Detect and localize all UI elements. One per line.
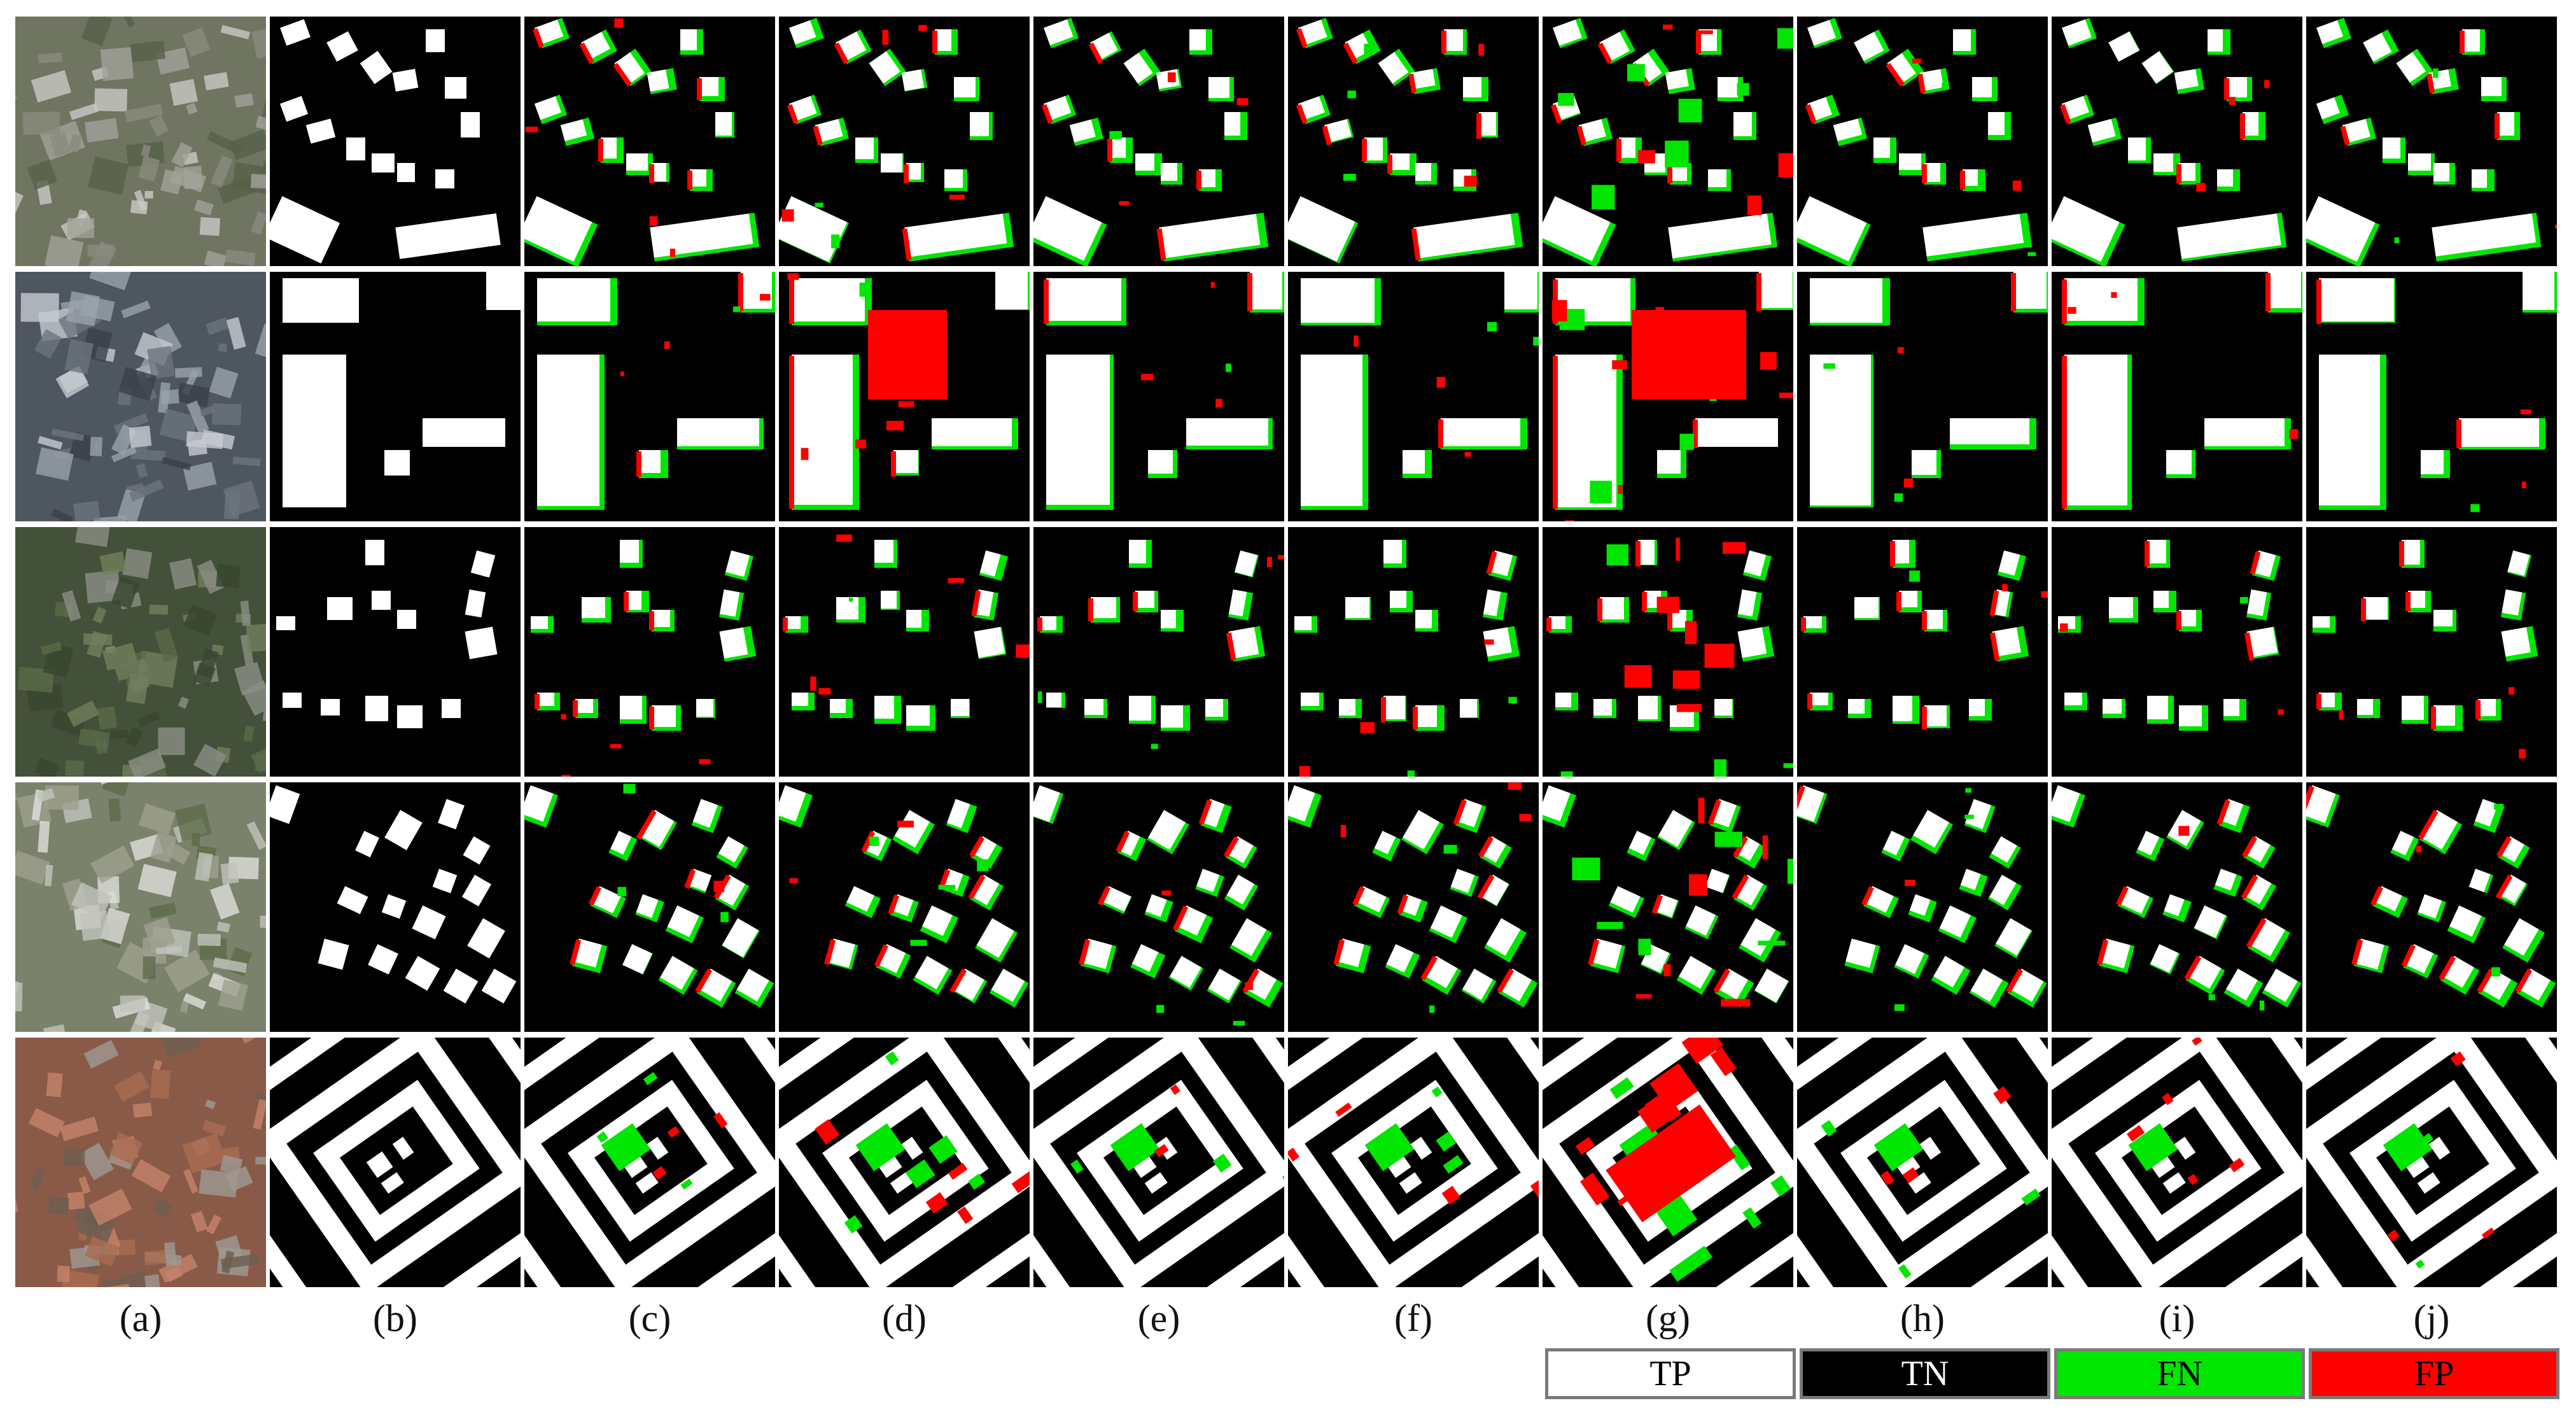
legend-fn-label: FN <box>2157 1354 2202 1393</box>
ground-truth-tile <box>270 17 521 266</box>
column-label: (g) <box>1646 1297 1690 1339</box>
prediction-tile <box>524 527 775 777</box>
prediction-tile <box>1288 272 1539 521</box>
prediction-tile <box>524 17 775 266</box>
column-label: (i) <box>2159 1297 2195 1339</box>
prediction-tile <box>779 782 1030 1032</box>
prediction-tile <box>1543 782 1793 1032</box>
prediction-tile <box>524 1038 775 1287</box>
ground-truth-tile <box>270 272 521 521</box>
prediction-tile <box>1288 17 1539 266</box>
prediction-tile <box>1797 782 2048 1032</box>
prediction-tile <box>1543 272 1793 521</box>
prediction-tile <box>1033 17 1284 266</box>
prediction-tile <box>524 782 775 1032</box>
legend: TP TN FN FP <box>1545 1348 2559 1399</box>
prediction-tile <box>2052 527 2302 777</box>
ground-truth-tile <box>270 1038 521 1287</box>
legend-tp-label: TP <box>1649 1354 1691 1393</box>
column-label: (j) <box>2413 1297 2450 1339</box>
prediction-tile <box>2306 527 2557 777</box>
column-label: (c) <box>628 1297 671 1339</box>
prediction-tile <box>2052 272 2302 521</box>
column-label: (d) <box>882 1297 927 1339</box>
prediction-tile <box>1797 527 2048 777</box>
prediction-tile <box>1543 527 1793 777</box>
column-label: (e) <box>1137 1297 1180 1339</box>
prediction-tile <box>2052 1038 2302 1287</box>
prediction-tile <box>1288 1038 1539 1287</box>
aerial-image-tile <box>15 272 266 521</box>
prediction-tile <box>779 17 1030 266</box>
prediction-tile <box>2306 1038 2557 1287</box>
column-label: (a) <box>119 1297 162 1339</box>
ground-truth-tile <box>270 782 521 1032</box>
prediction-tile <box>1797 17 2048 266</box>
aerial-image-tile <box>15 782 266 1032</box>
prediction-tile <box>2052 17 2302 266</box>
prediction-tile <box>1543 1038 1793 1287</box>
column-label: (h) <box>1900 1297 1945 1339</box>
prediction-tile <box>1797 272 2048 521</box>
ground-truth-tile <box>270 527 521 777</box>
prediction-tile <box>1033 782 1284 1032</box>
prediction-tile <box>1543 17 1793 266</box>
prediction-tile <box>779 272 1030 521</box>
legend-tn: TN <box>1800 1348 2050 1399</box>
prediction-tile <box>2306 782 2557 1032</box>
column-label: (f) <box>1394 1297 1432 1339</box>
legend-fn: FN <box>2054 1348 2305 1399</box>
prediction-tile <box>1797 1038 2048 1287</box>
prediction-tile <box>2306 17 2557 266</box>
legend-tn-label: TN <box>1901 1354 1949 1393</box>
aerial-image-tile <box>15 1038 266 1287</box>
prediction-tile <box>2052 782 2302 1032</box>
prediction-tile <box>524 272 775 521</box>
prediction-tile <box>2306 272 2557 521</box>
legend-tp: TP <box>1545 1348 1796 1399</box>
aerial-image-tile <box>15 17 266 266</box>
prediction-tile <box>779 1038 1030 1287</box>
prediction-tile <box>1033 272 1284 521</box>
legend-fp: FP <box>2309 1348 2559 1399</box>
prediction-tile <box>1288 782 1539 1032</box>
aerial-image-tile <box>15 527 266 777</box>
prediction-tile <box>779 527 1030 777</box>
column-label: (b) <box>373 1297 417 1339</box>
prediction-tile <box>1288 527 1539 777</box>
legend-fp-label: FP <box>2414 1354 2454 1393</box>
prediction-tile <box>1033 527 1284 777</box>
prediction-tile <box>1033 1038 1284 1287</box>
